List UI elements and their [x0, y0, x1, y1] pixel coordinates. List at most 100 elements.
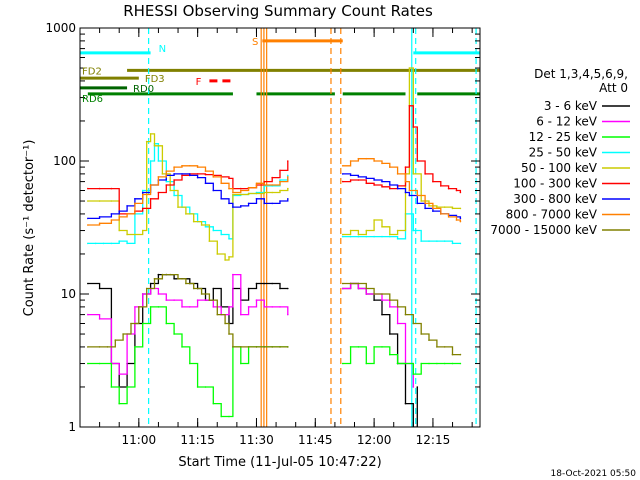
series-point [381, 162, 383, 165]
series-point [373, 160, 375, 162]
series-point [228, 238, 230, 240]
series-point [165, 180, 168, 183]
plot-frame [79, 27, 481, 428]
series-point [381, 226, 383, 228]
series-point [141, 293, 144, 295]
series-point [87, 313, 89, 316]
series-point [459, 207, 462, 210]
state-label-n: N [159, 44, 166, 55]
series-point [247, 186, 250, 189]
series-point [396, 362, 399, 365]
series-point [240, 193, 242, 196]
series-point [240, 187, 242, 190]
series-point [404, 362, 407, 365]
legend-title-line: Det 1,3,4,5,6,9, [534, 67, 628, 81]
series-point [389, 333, 391, 335]
series-point [271, 176, 274, 179]
series-point [287, 198, 289, 200]
series-point [432, 207, 434, 210]
series-point [208, 240, 211, 242]
vertical-markers [148, 28, 477, 427]
series-point [98, 346, 101, 348]
series-point [87, 362, 89, 365]
y-tick-label: 10 [61, 287, 76, 301]
series-point [263, 306, 266, 308]
series-point [247, 192, 250, 195]
x-axis-label: Start Time (11-Jul-05 10:47:22) [178, 455, 381, 470]
series-point [196, 176, 199, 179]
series-point [212, 287, 215, 290]
series-point [451, 362, 454, 365]
series-point [189, 165, 191, 167]
series-point [357, 287, 360, 290]
series-point [432, 210, 434, 212]
series-point [357, 282, 360, 285]
series-point [404, 402, 407, 405]
series-point [357, 233, 360, 236]
series-point [271, 346, 274, 348]
series-point [381, 186, 383, 188]
series-point [149, 198, 152, 200]
legend-entry-label: 25 - 50 keV [529, 146, 598, 160]
series-point [255, 299, 258, 301]
series-point [224, 259, 226, 261]
series-point [114, 339, 117, 341]
series-point [451, 207, 454, 210]
series-point [181, 173, 183, 175]
series-point [341, 173, 344, 175]
series-point [263, 191, 266, 194]
series-point [389, 306, 391, 308]
legend-entry-label: 6 - 12 keV [536, 115, 598, 129]
series-point [412, 229, 415, 232]
legend-entry-label: 800 - 7000 keV [506, 208, 598, 222]
series-point [389, 187, 391, 190]
legend-title-line: Att 0 [599, 81, 628, 95]
series-point [365, 157, 368, 160]
series-line-4 [87, 67, 461, 261]
series-point [432, 180, 434, 183]
series-point [173, 194, 175, 197]
series-point [232, 346, 234, 348]
series-point [177, 278, 179, 280]
series-point [134, 233, 136, 236]
series-point [110, 200, 113, 202]
legend-entry-label: 7000 - 15000 keV [490, 223, 597, 237]
series-point [212, 229, 215, 232]
series-point [212, 176, 215, 178]
series-point [341, 233, 344, 236]
series-point [341, 362, 344, 365]
series-point [87, 282, 89, 285]
series-point [408, 105, 411, 107]
series-point [255, 346, 258, 348]
chart-title: RHESSI Observing Summary Count Rates [123, 2, 433, 20]
series-point [149, 306, 152, 308]
series-point [134, 202, 136, 205]
series-point [459, 217, 462, 220]
series-point [177, 206, 179, 208]
series-point [443, 346, 446, 348]
series-point [204, 299, 207, 301]
series-point [412, 386, 415, 388]
series-point [420, 362, 423, 365]
series-point [459, 242, 462, 245]
series-point [287, 160, 289, 162]
state-label-rd6: RD6 [82, 94, 103, 105]
series-point [357, 176, 360, 178]
legend-entry-label: 3 - 6 keV [544, 99, 598, 113]
state-label-f: F [196, 77, 202, 88]
series-point [287, 346, 289, 348]
series-point [228, 306, 230, 308]
series-point [424, 173, 426, 175]
state-label-fd2: FD2 [82, 66, 102, 77]
series-point [228, 415, 230, 418]
series-point [157, 160, 160, 162]
series-point [389, 184, 391, 186]
series-point [153, 145, 156, 147]
series-point [130, 322, 132, 325]
series-point [416, 386, 419, 388]
series-point [396, 322, 399, 325]
series-point [110, 187, 113, 190]
series-point [279, 169, 281, 172]
series-point [141, 191, 144, 194]
